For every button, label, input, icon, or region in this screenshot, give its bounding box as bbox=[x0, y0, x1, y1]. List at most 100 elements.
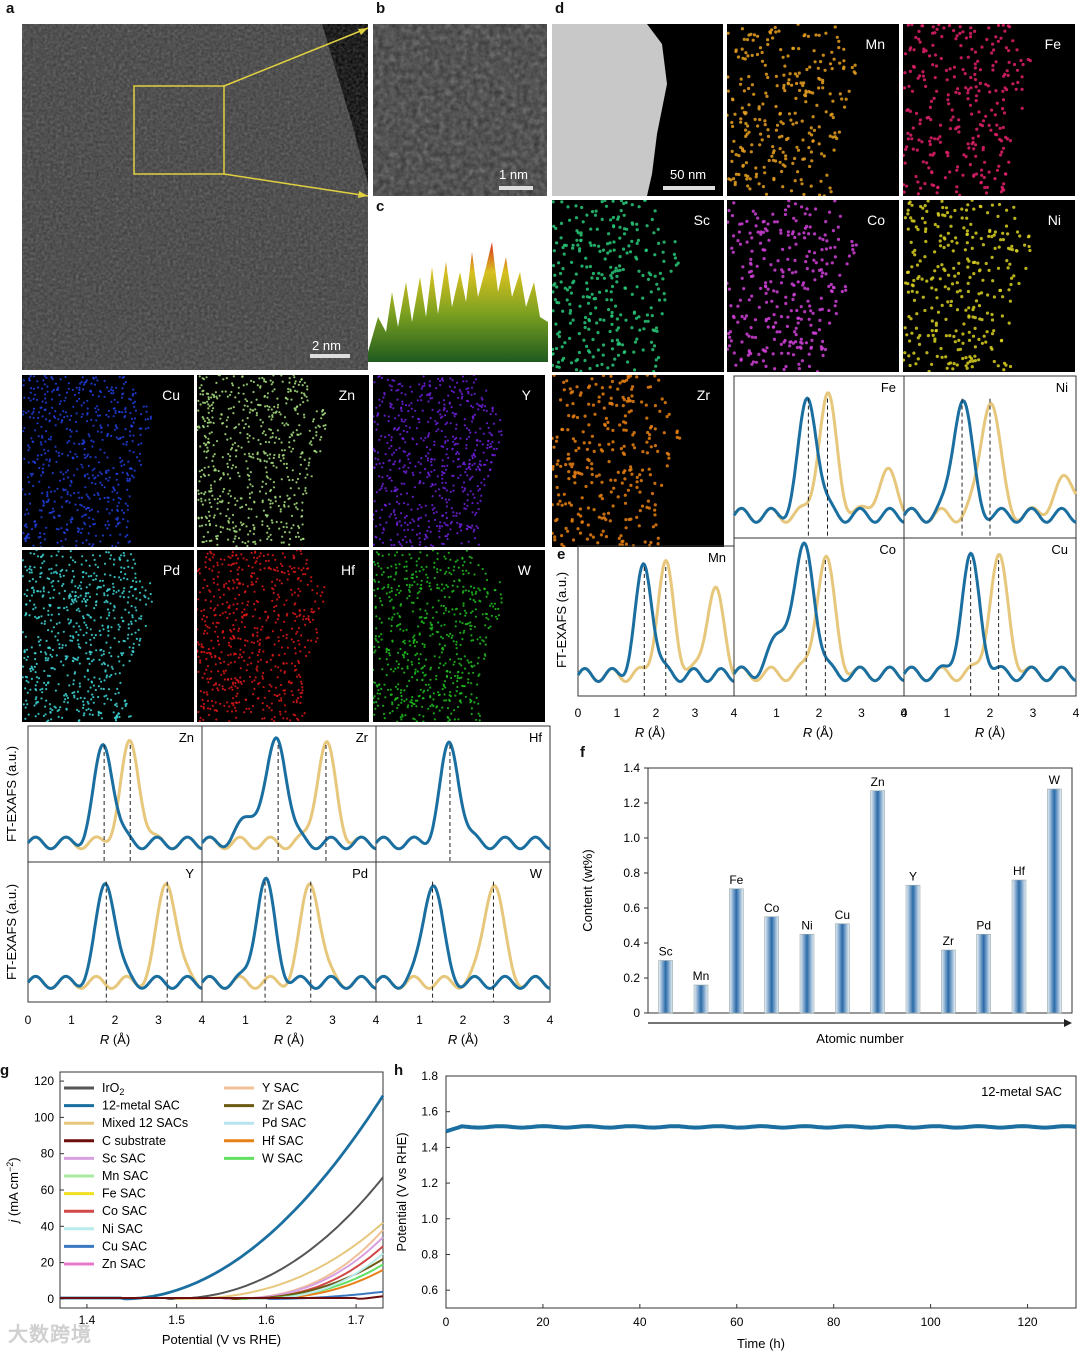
exafs-tick: 2 bbox=[460, 1013, 467, 1027]
lsv-ytick-label: 20 bbox=[41, 1256, 55, 1270]
bar-label-sc: Sc bbox=[659, 945, 673, 959]
eds-map-mn: Mn bbox=[727, 24, 899, 196]
exafs-tick: 3 bbox=[155, 1013, 162, 1027]
content-bar-chart: 0 0.2 0.4 0.6 0.8 1.0 1.2 1.4 Content (wt%) Sc Mn F… bbox=[580, 761, 1073, 1046]
exafs-ref-curve-y bbox=[26, 882, 203, 990]
bar-zr bbox=[941, 949, 956, 1014]
stab-curve bbox=[445, 1124, 1077, 1134]
bar-label-w: W bbox=[1049, 773, 1061, 787]
bar-ytick-label: 1.4 bbox=[623, 761, 640, 775]
eds-dots-ni bbox=[903, 200, 1032, 372]
exafs-tick: 2 bbox=[987, 706, 994, 720]
exafs-tick: 4 bbox=[1073, 706, 1080, 720]
exafs-xlabel: R (Å) bbox=[975, 725, 1005, 740]
lsv-legend-label: Mn SAC bbox=[102, 1169, 149, 1183]
lsv-xlabel: Potential (V vs RHE) bbox=[162, 1332, 281, 1347]
bar-ytick-label: 0.8 bbox=[623, 866, 640, 880]
eds-dots-hf bbox=[197, 550, 326, 722]
eds-dots-zn bbox=[197, 375, 327, 547]
exafs-tick: 4 bbox=[373, 1013, 380, 1027]
exafs-tick: 3 bbox=[1030, 706, 1037, 720]
watermark: 大数跨境 bbox=[8, 1324, 92, 1346]
lsv-legend-label: C substrate bbox=[102, 1134, 166, 1148]
exafs-tick: 3 bbox=[858, 706, 865, 720]
bar-frame bbox=[647, 767, 1073, 1014]
exafs-label-zn: Zn bbox=[179, 730, 194, 745]
lsv-legend-label: IrO2 bbox=[102, 1081, 124, 1097]
bar-label-pd: Pd bbox=[976, 918, 991, 932]
bar-pd bbox=[976, 933, 991, 1014]
bar-label-co: Co bbox=[764, 901, 780, 915]
bar-label-hf: Hf bbox=[1013, 864, 1026, 878]
exafs-frame-w bbox=[375, 861, 551, 1003]
panel-label-a: a bbox=[6, 0, 15, 17]
exafs-ylabel: FT-EXAFS (a.u.) bbox=[4, 746, 19, 842]
eds-dots-sc bbox=[552, 200, 680, 372]
lsv-legend-label: Sc SAC bbox=[102, 1151, 146, 1165]
eds-map-label-w: W bbox=[517, 562, 531, 578]
atomic-number-arrowhead bbox=[1064, 1019, 1072, 1027]
exafs-tick: 2 bbox=[286, 1013, 293, 1027]
stab-xtick-label: 60 bbox=[730, 1315, 744, 1329]
exafs-sac-curve-hf bbox=[374, 740, 551, 851]
eds-map-label-pd: Pd bbox=[162, 562, 180, 578]
particle-silhouette bbox=[552, 24, 667, 196]
stab-xtick-label: 80 bbox=[827, 1315, 841, 1329]
exafs-tick: 4 bbox=[731, 706, 738, 720]
lsv-legend-label: W SAC bbox=[262, 1151, 303, 1165]
lsv-legend-label: 12-metal SAC bbox=[102, 1099, 180, 1113]
exafs-ref-curve-zr bbox=[200, 739, 377, 851]
lsv-xtick-label: 1.6 bbox=[258, 1313, 275, 1327]
exafs-sac-curve-w bbox=[374, 884, 551, 990]
eds-map-zr: Zr bbox=[552, 375, 724, 547]
eds-map-label-co: Co bbox=[867, 212, 885, 228]
bar-label-y: Y bbox=[909, 869, 917, 883]
lsv-xtick-label: 1.4 bbox=[79, 1313, 96, 1327]
stab-ytick-label: 1.0 bbox=[421, 1212, 438, 1226]
scalebar-b-label: 1 nm bbox=[499, 167, 528, 182]
exafs-frame-y bbox=[27, 861, 203, 1003]
eds-map-label-sc: Sc bbox=[693, 212, 710, 228]
stab-ytick-label: 0.6 bbox=[421, 1283, 438, 1297]
eds-dots-w bbox=[373, 550, 503, 722]
exafs-tick: 1 bbox=[944, 706, 951, 720]
eds-map-hf: Hf bbox=[197, 550, 369, 722]
bar-label-mn: Mn bbox=[693, 969, 710, 983]
exafs-tick: 4 bbox=[199, 1013, 206, 1027]
lsv-xtick-label: 1.5 bbox=[168, 1313, 185, 1327]
bar-label-cu: Cu bbox=[835, 908, 850, 922]
lsv-xtick-label: 1.7 bbox=[348, 1313, 365, 1327]
eds-map-zn: Zn bbox=[197, 375, 369, 547]
exafs-tick: 3 bbox=[503, 1013, 510, 1027]
exafs-sac-curve-pd bbox=[200, 876, 377, 990]
haadf-image-a: 2 nm bbox=[22, 24, 368, 370]
exafs-tick: 2 bbox=[112, 1013, 119, 1027]
exafs-tick: 4 bbox=[901, 706, 908, 720]
bar-label-fe: Fe bbox=[729, 873, 743, 887]
exafs-ref-curve-co bbox=[732, 554, 905, 683]
bar-y bbox=[905, 884, 921, 1014]
zoom-arrows bbox=[223, 27, 369, 198]
haadf-image-d: 50 nm bbox=[552, 24, 723, 196]
scalebar-d-label: 50 nm bbox=[670, 167, 707, 182]
eds-map-w: W bbox=[373, 550, 545, 722]
lsv-ytick-label: 40 bbox=[41, 1219, 55, 1233]
eds-map-ni: Ni bbox=[903, 200, 1075, 372]
lsv-legend-label: Ni SAC bbox=[102, 1222, 143, 1236]
bar-label-ni: Ni bbox=[801, 918, 812, 932]
bar-ytick-label: 1.2 bbox=[623, 796, 640, 810]
eds-map-label-y: Y bbox=[521, 387, 531, 403]
haadf-image-b: 1 nm bbox=[373, 24, 547, 196]
bar-xlabel: Atomic number bbox=[816, 1031, 904, 1046]
eds-map-label-zn: Zn bbox=[338, 387, 355, 403]
eds-dots-y bbox=[373, 375, 503, 547]
stab-xtick-label: 100 bbox=[921, 1315, 941, 1329]
stab-ytick-label: 1.2 bbox=[421, 1176, 438, 1190]
stab-frame bbox=[445, 1075, 1077, 1309]
exafs-tick: 0 bbox=[575, 706, 582, 720]
panel-label-f: f bbox=[580, 744, 585, 761]
eds-map-sc: Sc bbox=[552, 200, 724, 372]
lsv-curve-11 bbox=[60, 1295, 384, 1300]
exafs-sac-curve-mn bbox=[576, 562, 735, 684]
exafs-sac-curve-co bbox=[732, 541, 905, 683]
